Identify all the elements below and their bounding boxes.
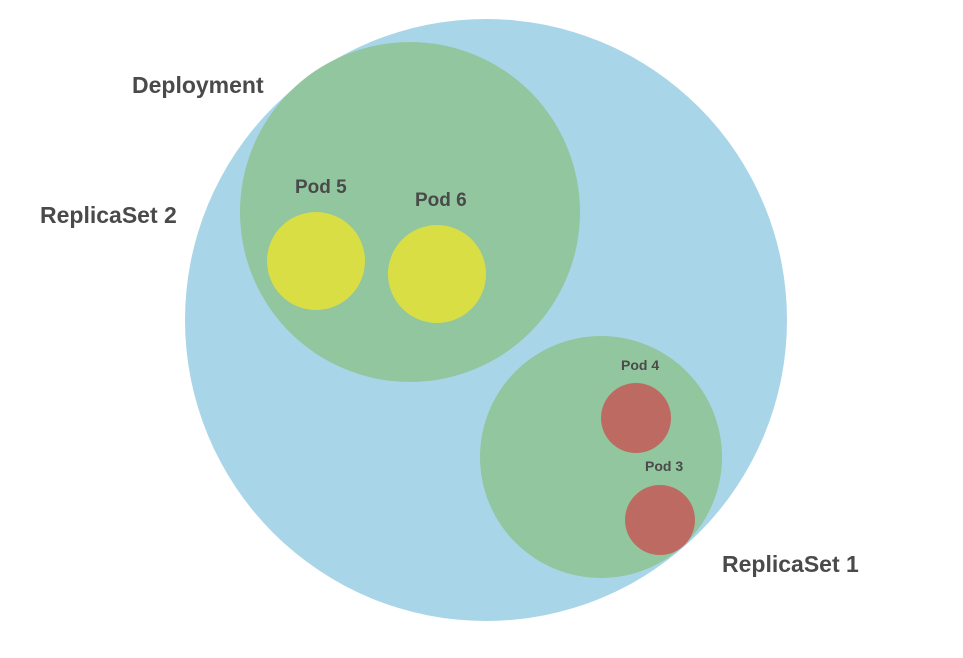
deployment-label: Deployment <box>132 72 264 98</box>
pod-3-circle <box>625 485 695 555</box>
pod-4-label: Pod 4 <box>621 357 659 373</box>
pod-5-circle <box>267 212 365 310</box>
replicaset-2-label: ReplicaSet 2 <box>40 202 177 228</box>
pod-6-label: Pod 6 <box>415 190 467 211</box>
replicaset-2-circle <box>240 42 580 382</box>
pod-6-circle <box>388 225 486 323</box>
pod-3-label: Pod 3 <box>645 458 683 474</box>
pod-5-label: Pod 5 <box>295 177 347 198</box>
pod-4-circle <box>601 383 671 453</box>
replicaset-1-label: ReplicaSet 1 <box>722 551 859 577</box>
